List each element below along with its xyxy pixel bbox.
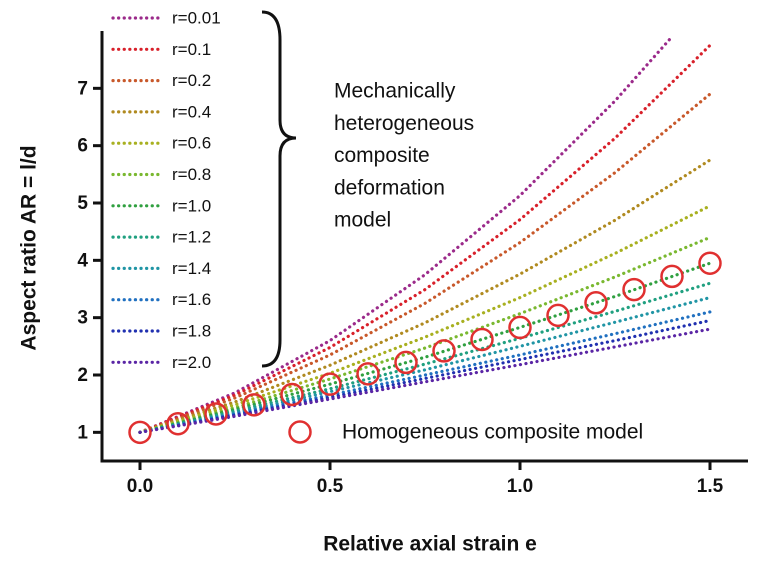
line xyxy=(138,43,712,434)
marker xyxy=(318,372,342,396)
legend-label: r=0.4 xyxy=(172,102,211,121)
x-tick-label: 0.0 xyxy=(127,476,153,497)
line xyxy=(138,296,712,434)
legend-label: r=0.8 xyxy=(172,165,211,184)
annotation: heterogeneous xyxy=(334,112,474,135)
line xyxy=(138,92,712,434)
marker xyxy=(166,411,190,436)
annotation: composite xyxy=(334,144,430,167)
marker xyxy=(660,264,684,289)
brace xyxy=(261,10,297,368)
line xyxy=(138,235,712,434)
legend-label: r=1.2 xyxy=(172,228,211,247)
line xyxy=(138,158,712,434)
legend-label: r=0.6 xyxy=(172,134,211,153)
legend-label: r=0.1 xyxy=(172,40,211,59)
legend-label: r=1.8 xyxy=(172,321,211,340)
legend-label: r=0.2 xyxy=(172,71,211,90)
annotation: Mechanically xyxy=(334,80,456,103)
marker xyxy=(470,327,494,352)
x-tick-label: 0.5 xyxy=(317,476,344,497)
marker xyxy=(242,393,266,417)
y-tick-label: 7 xyxy=(77,78,88,99)
line xyxy=(138,310,712,434)
marker xyxy=(698,251,722,275)
marker xyxy=(432,339,456,363)
legend-label: r=1.4 xyxy=(172,259,211,278)
x-tick-label: 1.0 xyxy=(507,476,533,497)
legend-label: r=2.0 xyxy=(172,353,211,372)
y-tick-label: 4 xyxy=(77,250,88,271)
y-tick-label: 1 xyxy=(77,422,88,443)
annotation: model xyxy=(334,209,391,232)
line xyxy=(138,327,712,434)
annotation: deformation xyxy=(334,176,445,199)
legend-marker xyxy=(288,420,312,444)
y-axis-title: Aspect ratio AR = l/d xyxy=(18,145,41,350)
marker xyxy=(280,382,304,407)
marker xyxy=(356,362,380,386)
y-tick-label: 2 xyxy=(77,365,88,386)
legend-label: Homogeneous composite model xyxy=(342,421,643,444)
marker xyxy=(508,315,532,340)
legend-label: r=0.01 xyxy=(172,8,221,27)
line xyxy=(138,261,712,434)
y-tick-label: 5 xyxy=(77,193,88,214)
y-tick-label: 6 xyxy=(77,136,88,157)
marker xyxy=(622,277,646,302)
x-tick-label: 1.5 xyxy=(697,476,724,497)
marker xyxy=(394,350,418,375)
legend-label: r=1.6 xyxy=(172,290,211,309)
line xyxy=(138,318,712,434)
line xyxy=(138,204,712,434)
marker xyxy=(204,402,228,426)
y-tick-label: 3 xyxy=(77,308,88,329)
marker xyxy=(128,420,152,445)
marker xyxy=(584,291,608,315)
x-axis-title: Relative axial strain e xyxy=(323,533,537,556)
legend-label: r=1.0 xyxy=(172,196,211,215)
marker xyxy=(546,303,570,328)
